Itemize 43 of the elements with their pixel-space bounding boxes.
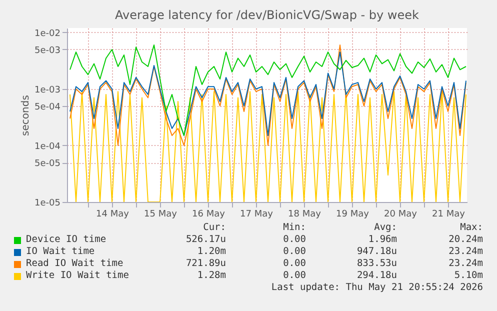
text: 0.00 [283, 234, 306, 245]
x-tick-label: 14 May [96, 210, 130, 220]
text: 0.00 [283, 246, 306, 257]
text: 20.24m [448, 234, 483, 245]
text: 0.00 [283, 270, 306, 281]
text: 947.18u [356, 246, 397, 257]
y-axis-title: seconds [20, 95, 32, 136]
y-tick-label: 5e-05 [34, 159, 60, 169]
x-tick-label: 15 May [144, 210, 178, 220]
y-tick-label: 1e-02 [34, 28, 60, 39]
text: 721.89u [186, 258, 226, 269]
y-tick-label: 1e-03 [34, 85, 60, 96]
x-tick-label: 18 May [288, 210, 322, 220]
legend-label: Write IO Wait time [26, 270, 129, 281]
text: 23.24m [448, 246, 483, 257]
x-tick-label: 17 May [240, 210, 274, 220]
text: 526.17u [186, 234, 226, 245]
x-tick-label: 16 May [192, 210, 226, 220]
text: 0.00 [283, 258, 306, 269]
text: 1.28m [197, 270, 226, 281]
legend-label: Read IO Wait time [26, 258, 124, 269]
line-series [70, 91, 466, 202]
text: Avg: [374, 222, 397, 233]
y-tick-label: 5e-04 [34, 102, 61, 112]
y-tick-label: 1e-04 [34, 142, 61, 152]
y-tick-label: 1e-05 [34, 198, 60, 208]
text: Min: [283, 222, 306, 233]
text: Max: [460, 222, 483, 233]
text: 294.18u [356, 270, 397, 281]
text: 23.24m [448, 258, 483, 269]
text: Last update: Thu May 21 20:55:24 2026 [271, 282, 483, 293]
text: 1.96m [368, 234, 397, 245]
chart-title: Average latency for /dev/BionicVG/Swap - by week [115, 8, 419, 22]
x-tick-label: 19 May [336, 210, 370, 220]
legend-label: IO Wait time [26, 246, 95, 257]
text: 833.53u [356, 258, 397, 269]
x-tick-label: 20 May [384, 210, 418, 220]
legend-label: Device IO time [26, 234, 106, 245]
text: 5.10m [454, 270, 483, 281]
text: Cur: [203, 222, 226, 233]
x-tick-label: 21 May [432, 210, 466, 220]
text: 1.20m [197, 246, 226, 257]
y-tick-label: 5e-03 [34, 46, 60, 56]
